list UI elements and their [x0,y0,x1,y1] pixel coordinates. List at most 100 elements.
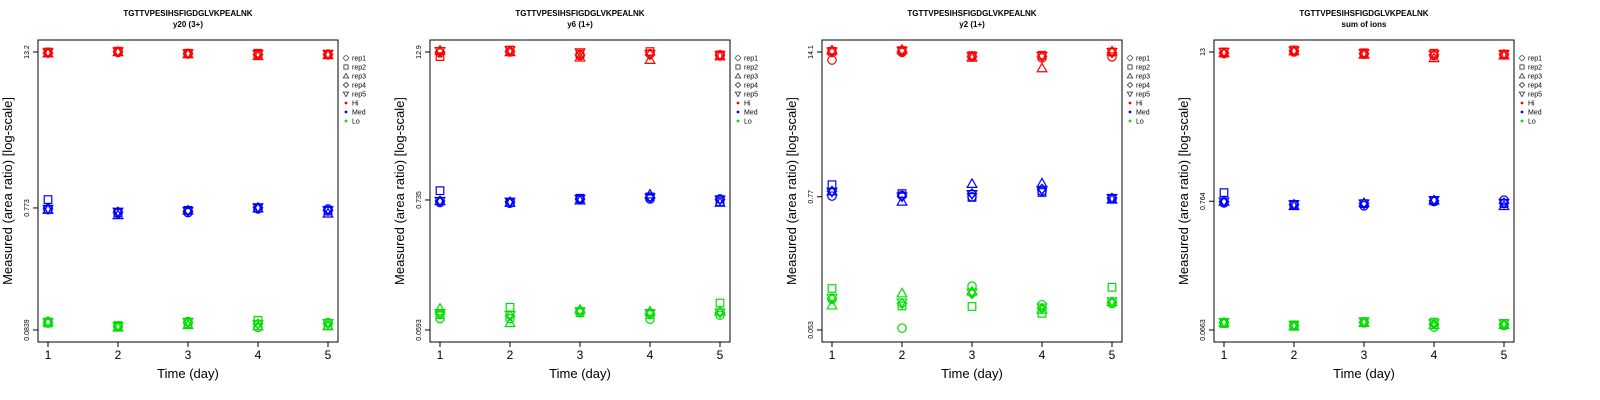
legend-marker-rep1 [343,55,349,61]
data-point-med-rep2 [435,186,445,196]
data-point-med-rep3 [182,204,194,215]
x-tick-label: 3 [969,348,976,362]
legend-label-hi: Hi [1528,101,1535,108]
data-point-hi-rep5 [1498,49,1510,61]
y-tick-label: 13.2 [24,45,31,59]
data-point-lo-rep1 [897,323,907,333]
legend-dot-hi [1128,101,1132,105]
data-point-med-rep5 [1218,197,1230,208]
legend-label-rep2: rep2 [1136,65,1150,72]
data-point-med-rep5 [1428,195,1440,207]
x-axis-label: Time (day) [157,366,219,381]
chart-subtitle: sum of ions [1342,20,1387,29]
legend-dot-med [736,110,740,114]
data-point-hi-rep5 [1428,50,1440,61]
data-point-med-rep3 [896,195,908,206]
y-tick-label: 12.9 [416,45,423,59]
y-tick-label: 0.0593 [416,319,423,341]
data-point-lo-rep5 [896,298,908,309]
data-point-hi-rep4 [574,49,586,61]
legend-label-rep3: rep3 [1528,74,1542,81]
y-tick-label: 0.053 [808,321,815,339]
data-point-hi-rep5 [644,49,656,61]
y-tick-label: 14.1 [808,45,815,59]
legend-dot-med [344,110,348,114]
data-point-hi-rep5 [1358,49,1370,60]
data-point-med-rep4 [1036,183,1048,195]
legend-label-rep3: rep3 [1136,74,1150,81]
x-tick-label: 3 [1361,348,1368,362]
chart-title: TGTTVPESIHSFIGDGLVKPEALNK [907,9,1036,18]
legend-marker-rep3 [734,72,742,79]
x-tick-label: 2 [507,348,514,362]
data-point-lo-rep5 [434,309,446,320]
plot-frame [37,39,339,343]
legend-dot-lo [344,119,348,123]
data-point-lo-rep5 [1288,320,1300,331]
chart-subtitle: y20 (3+) [173,20,203,29]
y-axis-label: Measured (area ratio) [log-scale] [1176,97,1191,285]
data-point-med-rep5 [896,192,908,203]
x-tick-label: 2 [115,348,122,362]
data-point-hi-rep5 [714,51,726,62]
data-point-hi-rep5 [322,49,334,61]
x-tick-label: 5 [1501,348,1508,362]
data-point-hi-rep5 [826,47,838,58]
plot-frame [1213,39,1515,343]
x-tick-label: 1 [829,348,836,362]
legend-label-rep1: rep1 [1136,56,1150,63]
data-point-hi-rep5 [182,49,194,60]
data-point-med-rep5 [112,207,124,218]
data-point-lo-rep5 [1358,317,1370,328]
legend-marker-rep1 [1127,55,1133,61]
legend-label-rep1: rep1 [744,56,758,63]
legend-dot-lo [1520,119,1524,123]
x-axis-label: Time (day) [549,366,611,381]
legend-label-rep4: rep4 [1136,83,1150,90]
y-tick-label: 0.735 [416,191,423,209]
legend-label-med: Med [744,110,758,117]
legend-label-rep1: rep1 [1528,56,1542,63]
legend-label-rep2: rep2 [744,65,758,72]
legend-label-lo: Lo [1528,119,1536,126]
legend-label-hi: Hi [352,101,359,108]
data-point-lo-rep5 [504,310,516,322]
legend-marker-rep1 [735,55,741,61]
x-tick-label: 2 [899,348,906,362]
legend-dot-med [1520,110,1524,114]
data-point-med-rep2 [43,195,53,204]
legend-label-rep3: rep3 [352,74,366,81]
data-point-lo-rep2 [967,302,977,311]
data-point-lo-rep2 [505,302,515,312]
data-point-hi-rep5 [504,46,516,57]
data-point-lo-rep3 [504,316,516,328]
data-point-med-rep5 [644,193,656,204]
data-point-hi-rep3 [644,53,656,64]
data-point-hi-rep5 [112,47,124,58]
x-tick-label: 2 [1291,348,1298,362]
y-axis-label: Measured (area ratio) [log-scale] [392,97,407,285]
legend-marker-rep2 [1519,64,1525,70]
data-point-med-rep5 [826,187,838,198]
legend-marker-rep3 [1126,72,1134,79]
data-point-med-rep5 [434,196,446,208]
data-point-hi-rep5 [1288,46,1300,57]
chart-panel-3: TGTTVPESIHSFIGDGLVKPEALNK y2 (1+) 1 2 3 4 5 Tim… [784,9,1150,381]
legend-label-rep4: rep4 [352,83,366,90]
x-tick-label: 3 [185,348,192,362]
data-point-med-rep5 [42,204,54,215]
legend-label-rep2: rep2 [1528,65,1542,72]
x-tick-label: 5 [325,348,332,362]
legend-label-lo: Lo [352,119,360,126]
data-point-lo-rep5 [1036,303,1048,314]
legend-dot-lo [1128,119,1132,123]
data-point-hi-rep2 [435,52,445,62]
data-point-lo-rep5 [1428,319,1440,330]
legend-label-rep5: rep5 [352,92,366,99]
legend-label-lo: Lo [1136,119,1144,126]
legend-marker-rep4 [1518,81,1526,89]
data-point-lo-rep5 [1218,317,1230,329]
x-tick-label: 4 [1431,348,1438,362]
chart-panel-4: TGTTVPESIHSFIGDGLVKPEALNK sum of ions 1 2 3 4… [1176,9,1542,381]
